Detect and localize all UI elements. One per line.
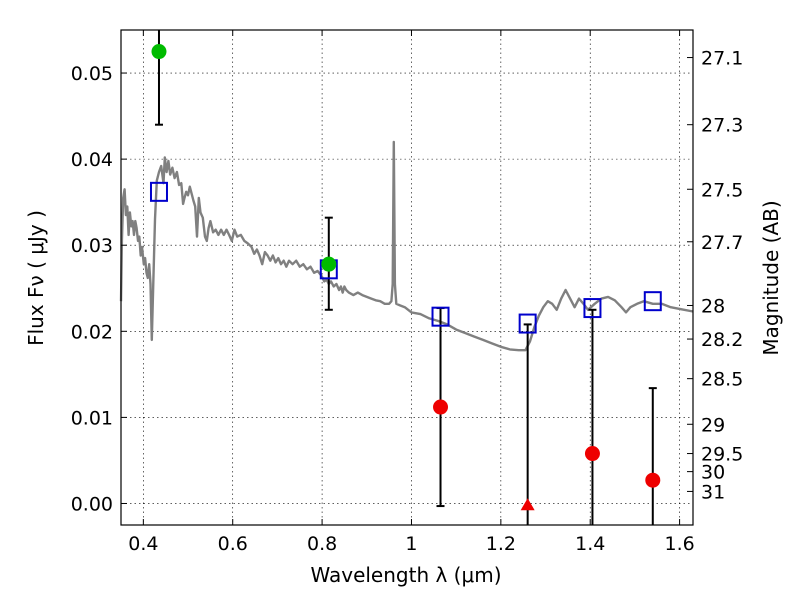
tick-labels: 0.4 0.6 0.8 1 1.2 1.4 1.6 0.00 0.01 0.02 0.03 0.04 0… [71,48,744,555]
x-tick-label: 1.6 [664,533,694,555]
flux-point [584,446,600,462]
mag-tick-label: 28.5 [701,369,743,391]
model-band-square [431,306,450,327]
flux-point [433,399,449,415]
mag-tick-label: 27.3 [701,115,743,137]
y-tick-label: 0.02 [71,321,113,343]
flux-point [151,44,167,60]
x-tick-label: 0.6 [218,533,248,555]
mag-tick-label: 27.1 [701,48,743,70]
y-tick-label: 0.05 [71,63,113,85]
x-tick-label: 1.2 [486,533,516,555]
mag-tick-label: 27.7 [701,232,743,254]
y-tick-label: 0.04 [71,149,113,171]
y2-axis-title: Magnitude (AB) [759,200,783,355]
data-markers [149,44,662,511]
mag-tick-label: 28 [701,295,725,317]
model-spectrum-line [119,140,694,352]
flux-point [321,256,337,272]
spectrum-layer [119,140,694,352]
axis-ticks [121,30,693,525]
flux-point [645,472,661,488]
x-tick-label: 0.8 [307,533,337,555]
mag-tick-label: 29 [701,414,725,436]
mag-tick-label: 31 [701,481,725,503]
x-tick-label: 1.4 [575,533,605,555]
y-axis-title: Flux Fν ( μJy ) [24,210,48,346]
mag-tick-label: 30 [701,462,725,484]
error-bars [154,30,657,525]
y-tick-label: 0.00 [71,493,113,515]
x-tick-label: 0.4 [128,533,158,555]
upper-limit-triangle [520,498,535,511]
model-band-square [518,313,537,334]
grid-lines [121,30,693,525]
model-band-square [643,291,662,312]
model-band-square [583,298,602,319]
x-tick-label: 1 [405,533,417,555]
mag-tick-label: 27.5 [701,179,743,201]
y-tick-label: 0.03 [71,235,113,257]
mag-tick-label: 28.2 [701,329,743,351]
x-axis-title: Wavelength λ (μm) [310,563,501,587]
mag-tick-label: 29.5 [701,444,743,466]
y-tick-label: 0.01 [71,407,113,429]
model-band-square [149,181,168,202]
plot-frame [120,29,694,526]
